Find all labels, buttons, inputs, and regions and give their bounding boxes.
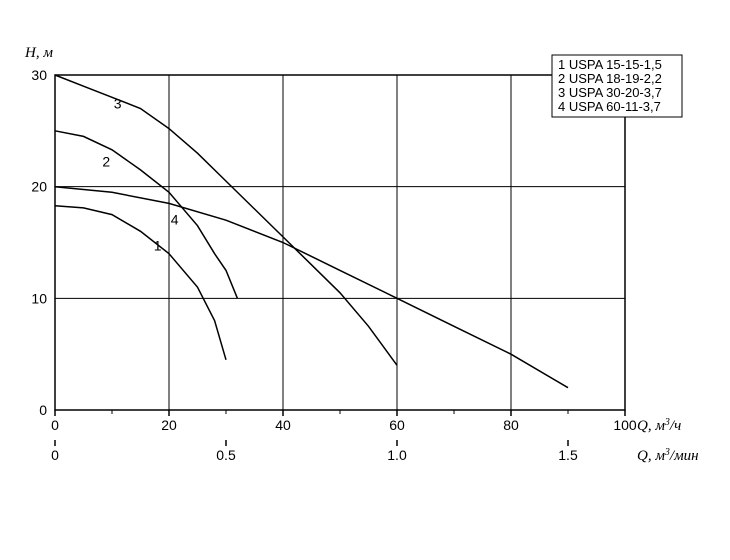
x-tick-label-top: 40 xyxy=(275,417,291,433)
x-tick-label-min: 0.5 xyxy=(216,447,236,463)
x-tick-label-top: 0 xyxy=(51,417,59,433)
x-axis-title-hour: Q, м3/ч xyxy=(637,417,681,435)
y-tick-label: 20 xyxy=(31,179,47,195)
legend-item-3: 3 USPA 30-20-3,7 xyxy=(558,85,662,100)
plot-border xyxy=(55,75,625,410)
curve-2 xyxy=(55,131,237,298)
x-tick-label-top: 100 xyxy=(613,417,637,433)
curve-label-3: 3 xyxy=(114,96,122,112)
x-axis-title-min: Q, м3/мин xyxy=(637,447,699,465)
x-tick-label-min: 0 xyxy=(51,447,59,463)
curve-label-4: 4 xyxy=(171,212,179,228)
curve-1 xyxy=(55,206,226,360)
legend-item-1: 1 USPA 15-15-1,5 xyxy=(558,57,662,72)
legend-item-4: 4 USPA 60-11-3,7 xyxy=(558,99,661,114)
legend-item-2: 2 USPA 18-19-2,2 xyxy=(558,71,662,86)
x-tick-label-top: 80 xyxy=(503,417,519,433)
x-tick-label-min: 1.0 xyxy=(387,447,407,463)
y-tick-label: 10 xyxy=(31,290,47,306)
curve-label-1: 1 xyxy=(154,237,162,253)
x-tick-label-top: 60 xyxy=(389,417,405,433)
x-tick-label-top: 20 xyxy=(161,417,177,433)
y-axis-title: H, м xyxy=(24,45,53,61)
chart-svg: H, м 0 10 20 30 0 20 40 60 80 100Q, м3/ч 0 0.5 1.0 1.5… xyxy=(0,0,730,560)
curve-label-2: 2 xyxy=(102,154,110,170)
y-tick-label: 30 xyxy=(31,67,47,83)
curve-4 xyxy=(55,187,568,388)
x-tick-label-min: 1.5 xyxy=(558,447,578,463)
y-tick-label: 0 xyxy=(39,402,47,418)
pump-performance-chart: H, м 0 10 20 30 0 20 40 60 80 100Q, м3/ч 0 0.5 1.0 1.5… xyxy=(0,0,730,560)
